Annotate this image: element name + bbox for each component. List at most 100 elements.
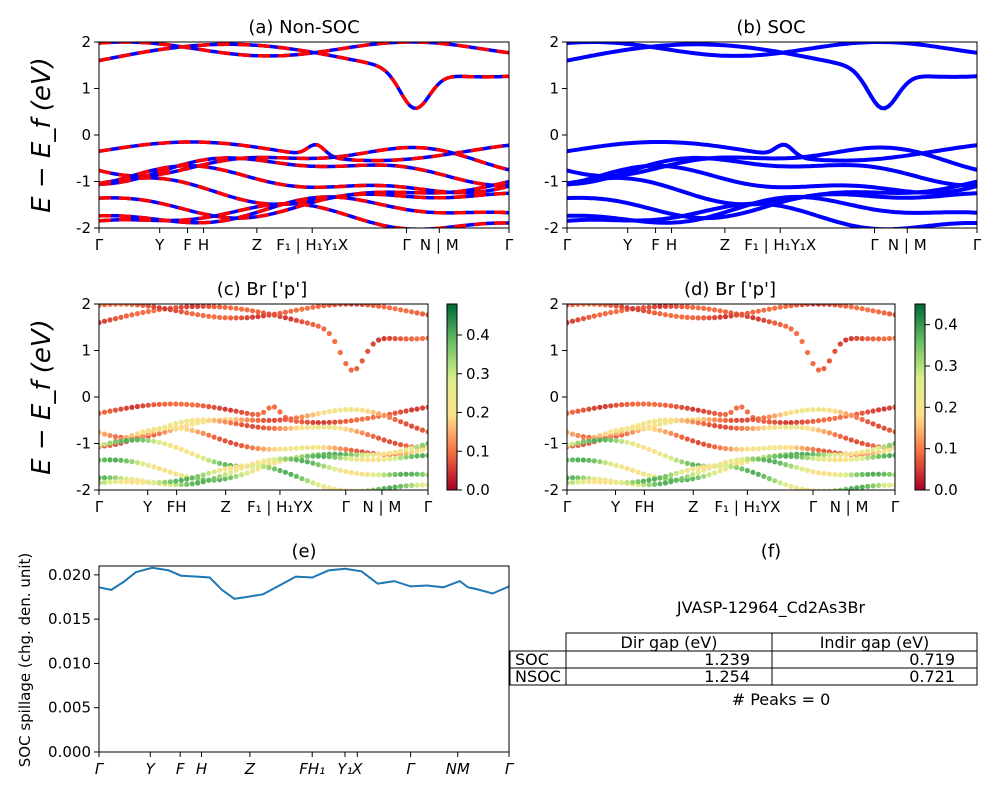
- panel-c-band-point: [288, 416, 294, 422]
- panel-d-band-point: [881, 453, 887, 459]
- panel-c-band-point: [425, 452, 428, 458]
- panel-c-band-point: [376, 472, 382, 478]
- panel-d-band-point: [821, 417, 827, 423]
- panel-d-band-point: [848, 336, 854, 342]
- panel-d-band-point: [597, 459, 603, 465]
- panel-c-band-point: [332, 338, 338, 345]
- panel-c-band-point: [112, 316, 119, 322]
- panel-d-band-point: [630, 479, 636, 485]
- panel-c-band-point: [403, 408, 409, 414]
- panel-d-band-point: [733, 425, 740, 431]
- panel-c-band-point: [310, 453, 316, 459]
- panel-c-band-point: [112, 304, 119, 307]
- panel-c-band-point: [332, 466, 338, 472]
- panel-c-xtick-label: N | M: [363, 498, 402, 516]
- panel-d-band-point: [804, 446, 811, 452]
- panel-c-band-point: [228, 420, 234, 426]
- panel-c-band-point: [145, 304, 151, 309]
- panel-d-band-point: [865, 455, 871, 461]
- panel-c-band-point: [173, 482, 179, 488]
- panel-d-band-point: [690, 315, 696, 321]
- panel-d-band-point: [794, 454, 800, 460]
- table-header-dir: Dir gap (eV): [621, 633, 718, 652]
- panel-c-band-point: [173, 401, 179, 407]
- panel-a-band-line: [99, 42, 509, 111]
- panel-b-xtick-label: N | M: [888, 236, 927, 254]
- panel-c-band-point: [326, 454, 332, 460]
- panel-c-band-point: [326, 485, 332, 490]
- panel-d-band-point: [750, 456, 756, 462]
- panel-c-band-point: [134, 304, 140, 308]
- panel-d-band-point: [843, 472, 849, 478]
- panel-c-band-point: [107, 475, 113, 481]
- panel-d-band-point: [881, 425, 887, 431]
- panel-d-band-point: [613, 308, 619, 315]
- panel-c-band-point: [332, 425, 338, 431]
- panel-d-band-point: [788, 453, 794, 459]
- panel-d-band-point: [712, 307, 718, 313]
- panel-d-band-point: [772, 413, 778, 419]
- panel-d-band-point: [854, 439, 860, 445]
- panel-d-band-point: [591, 438, 597, 444]
- panel-d-band-point: [821, 428, 827, 435]
- panel-c-band-point: [178, 401, 184, 407]
- panel-d-band-point: [640, 401, 647, 407]
- panel-c-band-point: [156, 305, 162, 311]
- panel-d-band-point: [569, 457, 576, 463]
- panel-d-band-point: [567, 475, 570, 481]
- panel-c-band-point: [140, 433, 146, 439]
- panel-c-band-point: [129, 304, 135, 307]
- panel-c-band-point: [118, 457, 124, 463]
- panel-c-band-point: [167, 401, 173, 407]
- panel-d-band-point: [739, 460, 745, 466]
- panel-d-band-point: [832, 415, 838, 421]
- panel-c-band-point: [118, 304, 124, 307]
- panel-d-band-point: [788, 326, 794, 332]
- panel-c-band-point: [162, 401, 168, 407]
- panel-d-band-point: [613, 462, 619, 468]
- panel-c-band-point: [337, 487, 343, 490]
- panel-c-band-point: [228, 305, 234, 311]
- panel-c-band-point: [282, 416, 288, 423]
- panel-d-band-point: [815, 427, 822, 433]
- panel-d-band-point: [837, 304, 843, 308]
- panel-c-band-point: [134, 460, 140, 466]
- panel-c-band-point: [419, 482, 426, 488]
- panel-c-band-point: [359, 407, 365, 413]
- panel-d-band-point: [755, 316, 761, 322]
- panel-d-band-point: [876, 336, 882, 342]
- panel-d-band-point: [777, 453, 783, 459]
- material-name: JVASP-12964_Cd2As3Br: [676, 598, 866, 618]
- panel-b-ytick-label: 1: [549, 80, 559, 98]
- panel-c-band-point: [228, 475, 234, 481]
- panel-d-band-point: [657, 402, 663, 408]
- panel-d-band-point: [892, 445, 895, 451]
- panel-c-band-point: [310, 321, 316, 328]
- panel-d-band-point: [886, 453, 893, 459]
- panel-c-band-point: [184, 418, 190, 424]
- panel-e-ytick-label: 0.010: [48, 654, 91, 672]
- panel-c-band-point: [343, 418, 349, 424]
- panel-d-band-point: [750, 315, 756, 321]
- panel-d-band-point: [580, 475, 587, 481]
- panel-c-band-point: [178, 472, 184, 479]
- panel-c-band-point: [425, 441, 428, 447]
- panel-d-band-point: [881, 471, 887, 477]
- panel-c-band-point: [419, 471, 426, 477]
- panel-c-band-point: [376, 451, 382, 458]
- panel-c-band-point: [195, 429, 201, 435]
- panel-d-band-point: [832, 452, 838, 458]
- panel-d-band-point: [630, 441, 636, 447]
- panel-d-band-point: [826, 304, 832, 307]
- panel-d-band-point: [843, 486, 849, 490]
- panel-c-band-point: [200, 304, 206, 309]
- panel-c-band-point: [348, 304, 354, 307]
- panel-c-band-point: [332, 304, 338, 308]
- panel-d-band-point: [815, 452, 822, 458]
- panel-c-band-point: [129, 312, 135, 318]
- panel-d-band-point: [630, 429, 636, 435]
- panel-c-data: [99, 304, 428, 490]
- panel-d-band-point: [673, 313, 679, 319]
- panel-d-band-point: [766, 476, 772, 482]
- panel-d-band-point: [651, 418, 658, 424]
